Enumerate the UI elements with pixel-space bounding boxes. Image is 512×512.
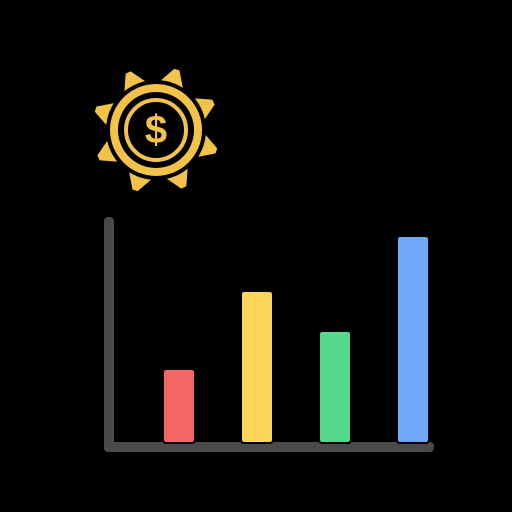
x-axis (104, 442, 434, 452)
bar-1 (164, 370, 194, 442)
bar-2 (242, 292, 272, 442)
finance-chart-icon: $ (0, 0, 512, 512)
dollar-sign: $ (145, 108, 167, 152)
bar-4 (398, 237, 428, 442)
y-axis (104, 217, 114, 452)
bar-3 (320, 332, 350, 442)
